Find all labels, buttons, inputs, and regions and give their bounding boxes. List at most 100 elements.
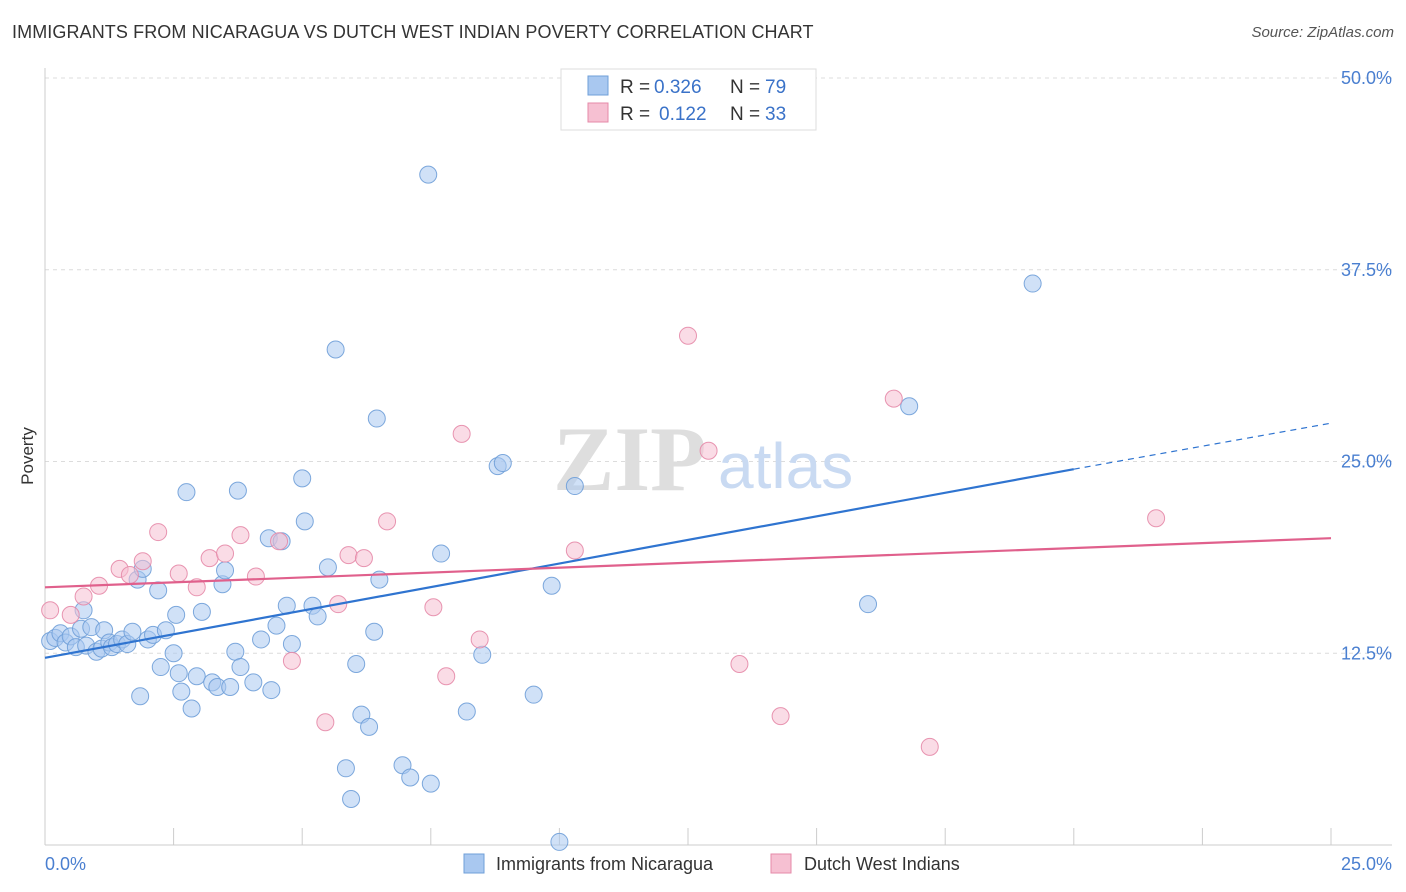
point-nicaragua-73 xyxy=(493,454,512,473)
point-dutch-west-indian-10 xyxy=(200,549,219,568)
point-nicaragua-70 xyxy=(457,702,476,721)
point-dutch-west-indian-20 xyxy=(378,512,397,531)
legend-swatch-nicaragua xyxy=(587,75,609,96)
grid-layer xyxy=(45,77,1392,654)
legend-n-label-1: N = xyxy=(730,77,760,98)
point-dutch-west-indian-8 xyxy=(169,564,188,583)
point-nicaragua-55 xyxy=(318,558,337,577)
point-nicaragua-41 xyxy=(228,481,247,500)
point-nicaragua-32 xyxy=(182,699,201,718)
trend-line-nicaragua xyxy=(44,468,1074,659)
point-dutch-west-indian-13 xyxy=(246,567,265,586)
point-dutch-west-indian-12 xyxy=(231,526,250,545)
chart-source: Source: ZipAtlas.com xyxy=(1251,24,1394,41)
y-tick-label-0: 12.5% xyxy=(1341,643,1392,663)
point-nicaragua-40 xyxy=(226,642,245,661)
point-dutch-west-indian-28 xyxy=(730,654,749,673)
point-dutch-west-indian-11 xyxy=(216,544,235,563)
legend-n-value-1: 79 xyxy=(765,77,786,98)
watermark-atlas: atlas xyxy=(718,430,853,502)
points-layer xyxy=(41,165,1166,851)
legend-top: R = 0.326 N = 79 R = 0.122 N = 33 xyxy=(560,68,817,131)
point-dutch-west-indian-31 xyxy=(920,737,939,756)
point-dutch-west-indian-32 xyxy=(1147,509,1166,528)
legend-bottom: Immigrants from Nicaragua Dutch West Ind… xyxy=(463,853,960,874)
chart-title: IMMIGRANTS FROM NICARAGUA VS DUTCH WEST … xyxy=(12,22,814,42)
point-dutch-west-indian-18 xyxy=(339,546,358,565)
axis-layer: 12.5% 25.0% 37.5% 50.0% 0.0% 25.0% xyxy=(44,68,1392,874)
point-nicaragua-68 xyxy=(421,774,440,793)
point-nicaragua-20 xyxy=(131,687,150,706)
point-dutch-west-indian-30 xyxy=(884,389,903,408)
point-nicaragua-80 xyxy=(1023,274,1042,293)
point-nicaragua-57 xyxy=(336,759,355,778)
y-axis-label: Poverty xyxy=(18,427,37,485)
point-dutch-west-indian-19 xyxy=(354,549,373,568)
point-dutch-west-indian-7 xyxy=(149,523,168,542)
trend-layer xyxy=(44,422,1332,659)
point-dutch-west-indian-5 xyxy=(120,566,139,585)
point-dutch-west-indian-14 xyxy=(270,532,289,551)
x-tick-label-1: 25.0% xyxy=(1341,854,1392,874)
point-dutch-west-indian-27 xyxy=(699,441,718,460)
legend-r-value-1: 0.326 xyxy=(654,77,702,98)
legend-n-label-2: N = xyxy=(730,104,760,125)
point-nicaragua-58 xyxy=(342,789,361,808)
point-nicaragua-77 xyxy=(565,477,584,496)
legend-r-label-1: R = xyxy=(620,77,650,98)
point-nicaragua-38 xyxy=(216,561,235,580)
point-dutch-west-indian-9 xyxy=(187,578,206,597)
y-tick-label-3: 50.0% xyxy=(1341,68,1392,88)
point-nicaragua-18 xyxy=(123,622,142,641)
legend-r-value-2: 0.122 xyxy=(659,104,707,125)
y-tick-label-1: 25.0% xyxy=(1341,452,1392,472)
point-nicaragua-78 xyxy=(859,595,878,614)
point-nicaragua-28 xyxy=(167,605,186,624)
point-nicaragua-74 xyxy=(524,685,543,704)
point-nicaragua-75 xyxy=(542,576,561,595)
point-nicaragua-66 xyxy=(401,768,420,787)
point-dutch-west-indian-21 xyxy=(424,598,443,617)
point-nicaragua-50 xyxy=(282,635,301,654)
legend-n-value-2: 33 xyxy=(765,104,786,125)
point-dutch-west-indian-0 xyxy=(41,601,60,620)
point-nicaragua-44 xyxy=(252,630,271,649)
point-nicaragua-27 xyxy=(164,644,183,663)
point-nicaragua-42 xyxy=(231,658,250,677)
point-dutch-west-indian-24 xyxy=(470,630,489,649)
point-dutch-west-indian-23 xyxy=(452,424,471,443)
point-nicaragua-25 xyxy=(151,658,170,677)
y-tick-label-2: 37.5% xyxy=(1341,260,1392,280)
point-nicaragua-34 xyxy=(192,602,211,621)
point-dutch-west-indian-1 xyxy=(61,605,80,624)
point-nicaragua-30 xyxy=(172,682,191,701)
point-nicaragua-47 xyxy=(267,616,286,635)
point-nicaragua-52 xyxy=(295,512,314,531)
point-nicaragua-24 xyxy=(149,581,168,600)
point-dutch-west-indian-6 xyxy=(133,552,152,571)
point-dutch-west-indian-25 xyxy=(565,541,584,560)
point-nicaragua-54 xyxy=(308,607,327,626)
point-nicaragua-69 xyxy=(432,544,451,563)
point-nicaragua-71 xyxy=(473,645,492,664)
point-nicaragua-63 xyxy=(367,409,386,428)
point-nicaragua-33 xyxy=(187,667,206,686)
point-nicaragua-39 xyxy=(221,677,240,696)
point-dutch-west-indian-26 xyxy=(679,326,697,345)
legend-r-label-2: R = xyxy=(620,104,650,125)
point-dutch-west-indian-29 xyxy=(771,707,790,726)
point-nicaragua-79 xyxy=(900,397,919,416)
point-nicaragua-67 xyxy=(419,165,438,184)
legend-swatch-dutch-west-indian xyxy=(587,102,609,123)
point-nicaragua-51 xyxy=(293,469,312,488)
trend-line-dutch-west-indian xyxy=(44,537,1332,589)
point-dutch-west-indian-2 xyxy=(74,587,93,606)
point-nicaragua-31 xyxy=(177,483,196,502)
point-nicaragua-43 xyxy=(244,673,263,692)
point-nicaragua-46 xyxy=(262,681,281,700)
x-tick-label-0: 0.0% xyxy=(45,854,86,874)
trend-line-nicaragua-extension xyxy=(1073,422,1332,470)
bottom-legend-label-nicaragua: Immigrants from Nicaragua xyxy=(496,854,714,874)
bottom-legend-label-dutch-west-indian: Dutch West Indians xyxy=(804,854,960,874)
